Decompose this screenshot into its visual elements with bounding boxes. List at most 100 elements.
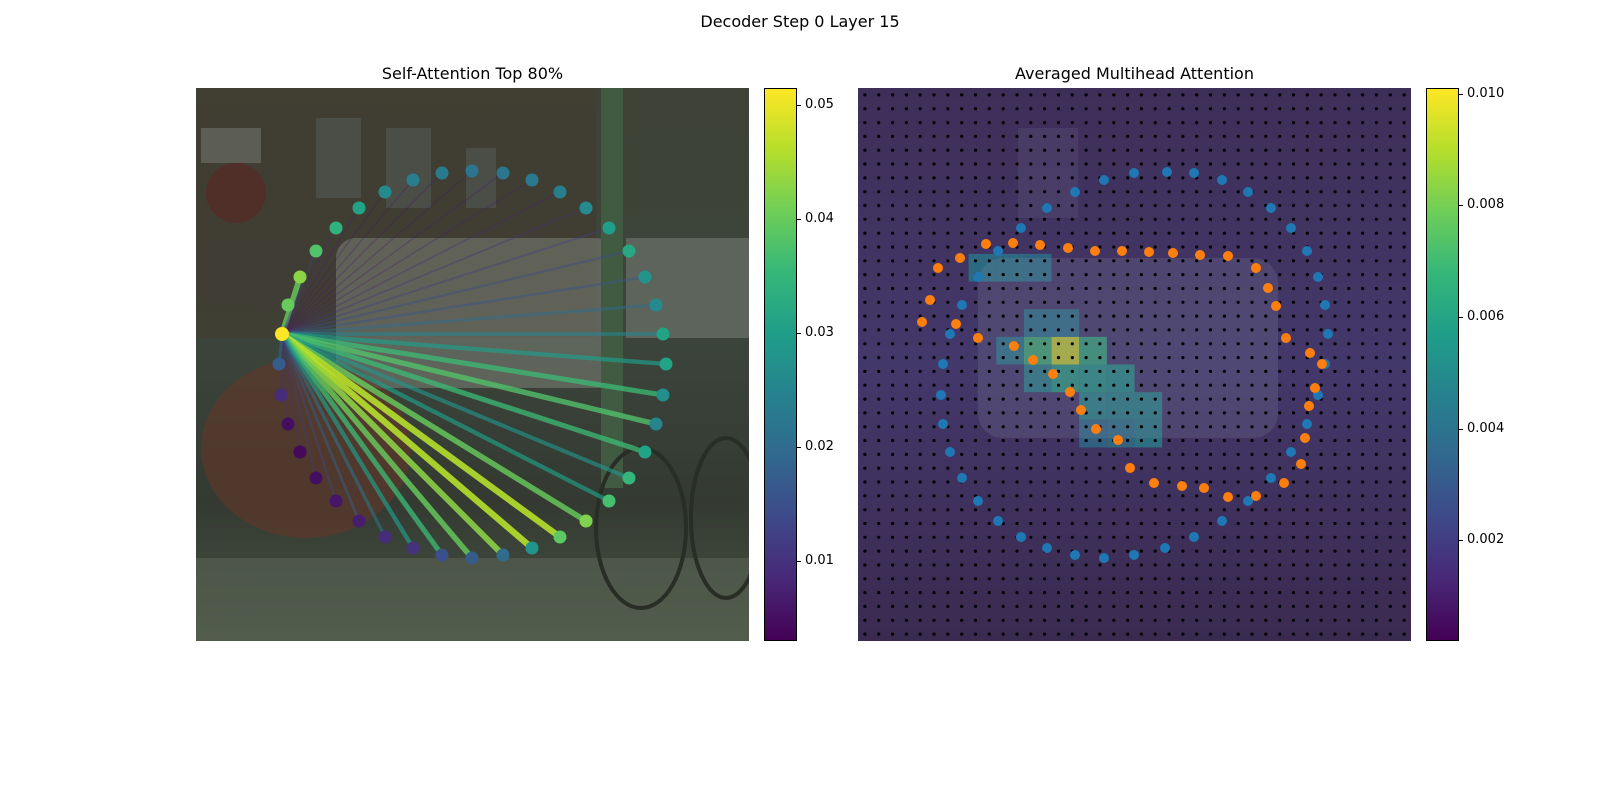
grid-point bbox=[1236, 591, 1240, 595]
grid-point bbox=[1181, 176, 1185, 180]
grid-point bbox=[1388, 300, 1392, 304]
grid-point bbox=[1056, 452, 1061, 456]
grid-point bbox=[1278, 342, 1282, 346]
grid-point bbox=[1236, 425, 1240, 429]
grid-point bbox=[1402, 577, 1406, 581]
grid-point bbox=[1374, 604, 1378, 609]
grid-point bbox=[1319, 342, 1323, 346]
attention-edge bbox=[279, 331, 632, 481]
grid-point bbox=[1139, 176, 1143, 180]
grid-point bbox=[960, 107, 964, 111]
grid-point bbox=[1236, 508, 1240, 512]
grid-point bbox=[1374, 328, 1378, 332]
grid-point bbox=[932, 383, 936, 387]
grid-point bbox=[1043, 328, 1047, 332]
grid-point bbox=[1098, 217, 1102, 221]
grid-point bbox=[1278, 438, 1282, 443]
grid-point bbox=[1333, 203, 1337, 208]
grid-point bbox=[1208, 273, 1213, 277]
grid-point bbox=[1319, 134, 1323, 138]
grid-point bbox=[863, 425, 867, 429]
attention-heatmap bbox=[858, 88, 1411, 641]
grid-point bbox=[987, 342, 991, 346]
grid-point bbox=[1278, 563, 1282, 567]
grid-point bbox=[1098, 245, 1102, 249]
grid-point bbox=[1167, 508, 1171, 512]
grid-point bbox=[1319, 259, 1323, 263]
grid-point bbox=[1195, 328, 1199, 332]
grid-point bbox=[973, 245, 978, 249]
grid-point bbox=[1250, 245, 1254, 249]
query-point bbox=[957, 300, 967, 310]
grid-point bbox=[1222, 314, 1226, 318]
sampled-point bbox=[955, 253, 965, 263]
grid-point bbox=[1098, 356, 1102, 360]
grid-point bbox=[1126, 121, 1130, 125]
grid-point bbox=[1305, 397, 1309, 401]
grid-point bbox=[1001, 121, 1005, 125]
attention-edge bbox=[280, 249, 318, 336]
grid-point bbox=[1388, 121, 1392, 125]
grid-point bbox=[918, 480, 922, 484]
grid-point bbox=[1153, 190, 1157, 194]
grid-point bbox=[1361, 356, 1365, 360]
grid-point bbox=[960, 93, 964, 97]
grid-point bbox=[1195, 618, 1199, 622]
grid-point bbox=[891, 121, 895, 125]
grid-point bbox=[918, 591, 922, 595]
grid-point bbox=[1056, 134, 1061, 138]
grid-point bbox=[1250, 162, 1254, 166]
grid-point bbox=[1264, 563, 1268, 567]
grid-point bbox=[960, 563, 964, 567]
grid-point bbox=[1029, 521, 1033, 526]
grid-point bbox=[1319, 356, 1323, 360]
grid-point bbox=[918, 93, 922, 97]
attention-edge bbox=[281, 170, 473, 335]
grid-point bbox=[863, 231, 867, 235]
grid-point bbox=[1126, 259, 1130, 263]
grid-point bbox=[1208, 245, 1213, 249]
grid-point bbox=[932, 93, 936, 97]
grid-point bbox=[1084, 148, 1088, 152]
grid-point bbox=[1291, 217, 1296, 221]
grid-point bbox=[1015, 162, 1019, 166]
grid-point bbox=[1278, 618, 1282, 622]
grid-point bbox=[1250, 93, 1254, 97]
grid-point bbox=[960, 162, 964, 166]
grid-point bbox=[1250, 438, 1254, 443]
grid-point bbox=[1347, 162, 1351, 166]
grid-point bbox=[932, 466, 936, 470]
grid-point bbox=[1319, 217, 1323, 221]
grid-point bbox=[1167, 217, 1171, 221]
grid-point bbox=[960, 217, 964, 221]
grid-point bbox=[960, 604, 964, 609]
grid-point bbox=[973, 176, 978, 180]
grid-point bbox=[1374, 466, 1378, 470]
grid-point bbox=[1001, 356, 1005, 360]
grid-point bbox=[1388, 397, 1392, 401]
grid-point bbox=[1319, 121, 1323, 125]
grid-point bbox=[1043, 93, 1047, 97]
grid-point bbox=[1222, 342, 1226, 346]
grid-point bbox=[891, 369, 895, 373]
attention-node bbox=[553, 185, 567, 199]
query-point bbox=[1323, 329, 1333, 339]
right-colorbar-tick bbox=[1458, 428, 1463, 430]
grid-point bbox=[1374, 245, 1378, 249]
grid-point bbox=[1222, 190, 1226, 194]
grid-point bbox=[1319, 494, 1323, 498]
grid-point bbox=[1070, 438, 1074, 443]
grid-point bbox=[1402, 591, 1406, 595]
grid-point bbox=[904, 438, 908, 443]
grid-point bbox=[1278, 190, 1282, 194]
grid-point bbox=[1043, 618, 1047, 622]
grid-point bbox=[1098, 438, 1102, 443]
grid-point bbox=[1291, 300, 1296, 304]
grid-point bbox=[1402, 328, 1406, 332]
grid-point bbox=[1153, 231, 1157, 235]
grid-point bbox=[1208, 190, 1213, 194]
query-point bbox=[1162, 167, 1172, 177]
grid-point bbox=[973, 300, 978, 304]
grid-point bbox=[1139, 203, 1143, 208]
attention-node bbox=[274, 388, 288, 402]
